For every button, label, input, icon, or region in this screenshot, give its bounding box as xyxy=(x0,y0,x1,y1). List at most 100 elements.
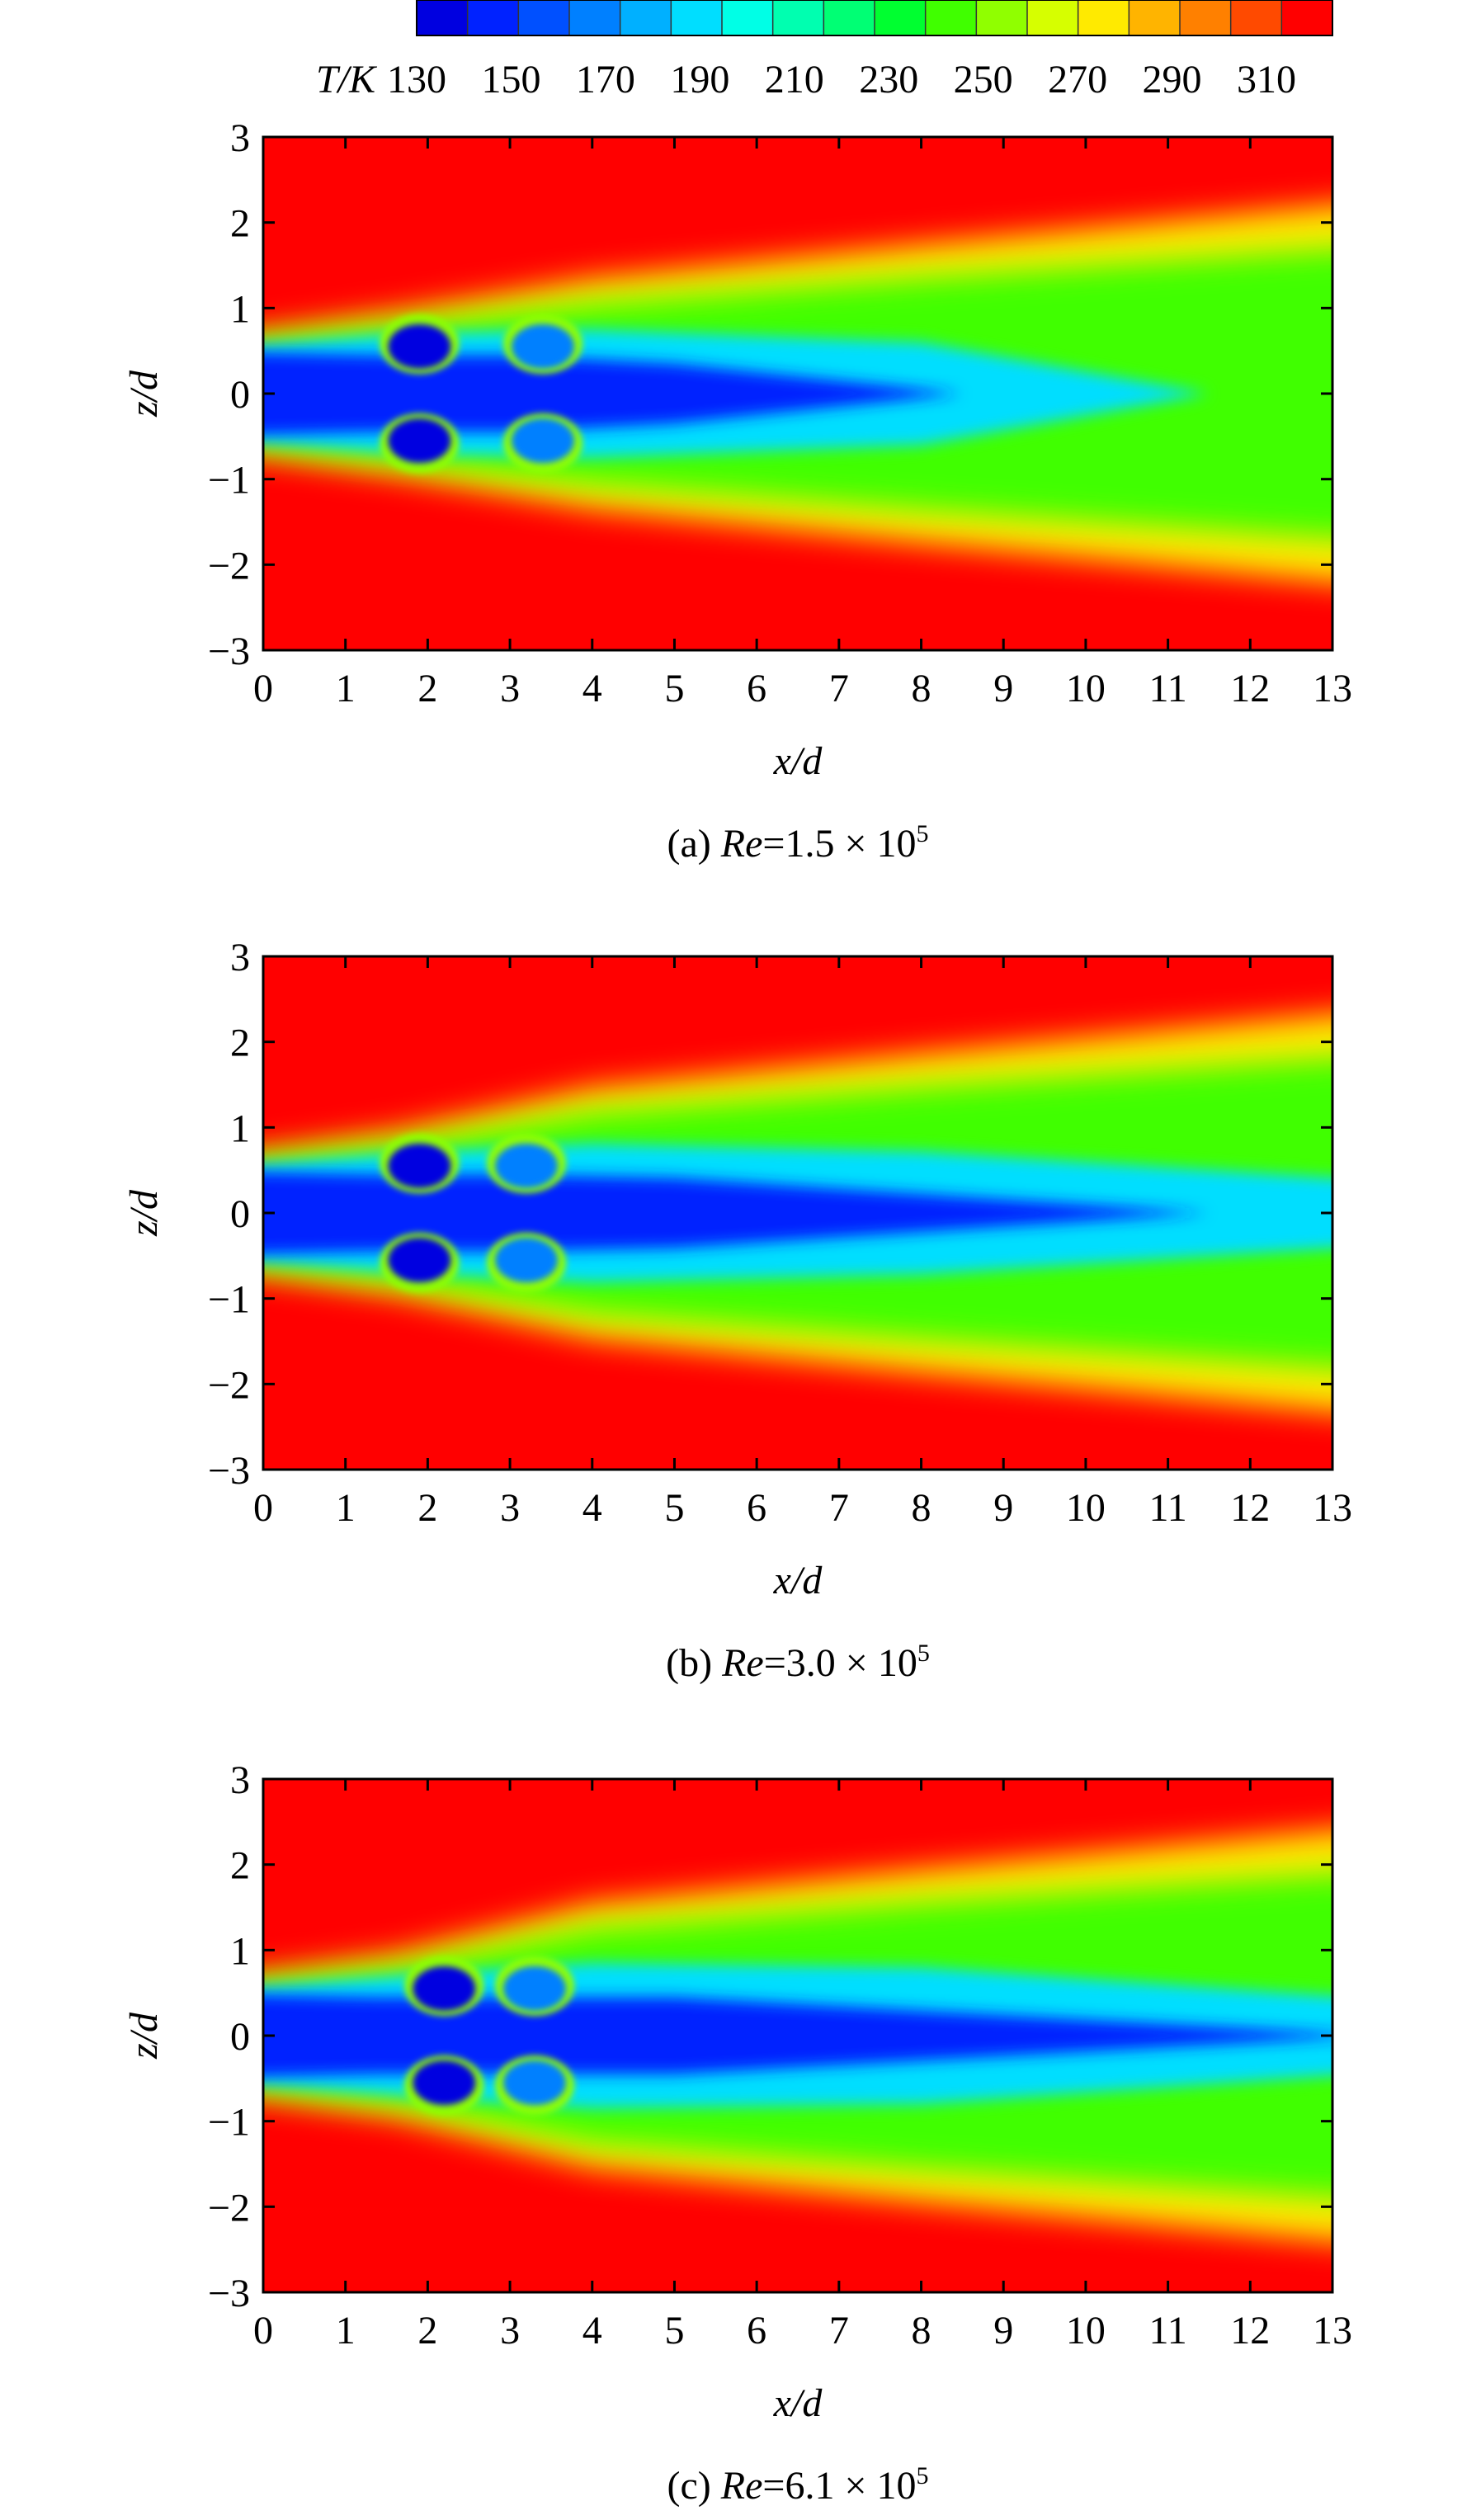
y-tick-label: −2 xyxy=(208,2186,250,2230)
x-axis-label: x/d xyxy=(773,1559,823,1602)
y-tick-label: −2 xyxy=(208,1363,250,1407)
y-axis-label: z/d xyxy=(122,1189,166,1237)
x-tick-label: 8 xyxy=(912,667,931,710)
x-tick-label: 12 xyxy=(1230,1486,1270,1530)
x-tick-label: 11 xyxy=(1149,667,1187,710)
colorbar-cell xyxy=(671,0,723,35)
x-tick-label: 8 xyxy=(912,1486,931,1530)
vortex xyxy=(413,2060,476,2106)
x-tick-label: 5 xyxy=(664,667,684,710)
vortex xyxy=(388,1143,451,1188)
caption-var: Re xyxy=(720,822,763,866)
temperature-field xyxy=(263,956,1332,1470)
x-tick-label: 7 xyxy=(829,1486,849,1530)
vortex xyxy=(502,1966,566,2011)
colorbar-tick-label: 190 xyxy=(670,58,729,101)
colorbar-tick-label: 230 xyxy=(859,58,918,101)
caption-exponent: 5 xyxy=(917,820,929,847)
x-tick-label: 1 xyxy=(336,667,356,710)
colorbar-cell xyxy=(1180,0,1232,35)
y-tick-label: −3 xyxy=(208,2272,250,2315)
x-tick-label: 6 xyxy=(747,2309,766,2352)
x-tick-label: 4 xyxy=(582,1486,602,1530)
x-tick-label: 0 xyxy=(253,667,273,710)
y-tick-label: 2 xyxy=(230,202,250,246)
caption-value: =3.0 × 10 xyxy=(764,1641,917,1685)
y-tick-label: 3 xyxy=(230,936,250,979)
x-tick-label: 13 xyxy=(1313,2309,1352,2352)
x-tick-label: 12 xyxy=(1230,2309,1270,2352)
y-tick-label: 0 xyxy=(230,1192,250,1236)
vortex xyxy=(413,1966,476,2011)
caption-prefix: (c) xyxy=(667,2464,720,2508)
colorbar-tick-label: 210 xyxy=(765,58,824,101)
x-tick-label: 2 xyxy=(417,1486,437,1530)
colorbar-cell xyxy=(925,0,977,35)
y-tick-label: −3 xyxy=(208,1449,250,1493)
caption-value: =6.1 × 10 xyxy=(762,2464,916,2508)
x-tick-label: 7 xyxy=(829,667,849,710)
caption-prefix: (a) xyxy=(667,822,720,866)
caption-exponent: 5 xyxy=(917,2462,929,2489)
y-tick-label: 1 xyxy=(230,1929,250,1973)
caption-var: Re xyxy=(720,2464,763,2508)
colorbar-cell xyxy=(467,0,519,35)
x-tick-label: 5 xyxy=(664,1486,684,1530)
y-tick-label: −1 xyxy=(208,1278,250,1322)
y-axis-label: z/d xyxy=(122,2012,166,2060)
x-axis-label: x/d xyxy=(773,739,823,783)
x-tick-label: 2 xyxy=(417,667,437,710)
temperature-field xyxy=(263,1779,1332,2292)
y-tick-label: −3 xyxy=(208,630,250,673)
x-tick-label: 13 xyxy=(1313,667,1352,710)
vortex xyxy=(388,418,451,464)
x-tick-label: 8 xyxy=(912,2309,931,2352)
colorbar-cell xyxy=(1129,0,1181,35)
vortex xyxy=(511,418,574,464)
x-tick-label: 4 xyxy=(582,667,602,710)
x-tick-label: 1 xyxy=(336,2309,356,2352)
x-tick-label: 0 xyxy=(253,2309,273,2352)
y-tick-label: 2 xyxy=(230,1022,250,1065)
vortex xyxy=(495,1238,559,1283)
x-tick-label: 0 xyxy=(253,1486,273,1530)
caption-exponent: 5 xyxy=(917,1640,930,1667)
x-tick-label: 12 xyxy=(1230,667,1270,710)
colorbar-cell xyxy=(569,0,621,35)
x-tick-label: 5 xyxy=(664,2309,684,2352)
colorbar-tick-label: 270 xyxy=(1048,58,1107,101)
colorbar-frame xyxy=(416,0,1333,36)
colorbar-cell xyxy=(1230,0,1282,35)
colorbar-cell xyxy=(518,0,570,35)
colorbar-label: T/K xyxy=(316,58,378,101)
x-tick-label: 6 xyxy=(747,667,766,710)
colorbar-cell xyxy=(1027,0,1079,35)
x-tick-label: 9 xyxy=(993,2309,1013,2352)
caption-value: =1.5 × 10 xyxy=(762,822,916,866)
x-tick-label: 3 xyxy=(500,1486,520,1530)
vortex xyxy=(511,323,574,369)
vortex xyxy=(495,1143,559,1188)
x-tick-label: 4 xyxy=(582,2309,602,2352)
x-axis-label: x/d xyxy=(773,2381,823,2425)
colorbar-cell xyxy=(772,0,824,35)
colorbar-tick-label: 310 xyxy=(1237,58,1296,101)
x-tick-label: 6 xyxy=(747,1486,766,1530)
y-axis-label: z/d xyxy=(122,370,166,418)
x-tick-label: 3 xyxy=(500,2309,520,2352)
caption: (a) Re=1.5 × 105 xyxy=(667,820,928,866)
x-tick-label: 10 xyxy=(1066,667,1106,710)
colorbar-cell xyxy=(976,0,1028,35)
field-core xyxy=(263,352,963,435)
colorbar-tick-label: 130 xyxy=(387,58,446,101)
colorbar-cell xyxy=(722,0,774,35)
x-tick-label: 1 xyxy=(336,1486,356,1530)
y-tick-label: 1 xyxy=(230,1107,250,1150)
field-core xyxy=(263,1172,1210,1254)
x-tick-label: 11 xyxy=(1149,2309,1187,2352)
colorbar-cell xyxy=(1281,0,1333,35)
y-tick-label: 3 xyxy=(230,116,250,160)
colorbar-cell xyxy=(823,0,875,35)
y-tick-label: 1 xyxy=(230,287,250,331)
